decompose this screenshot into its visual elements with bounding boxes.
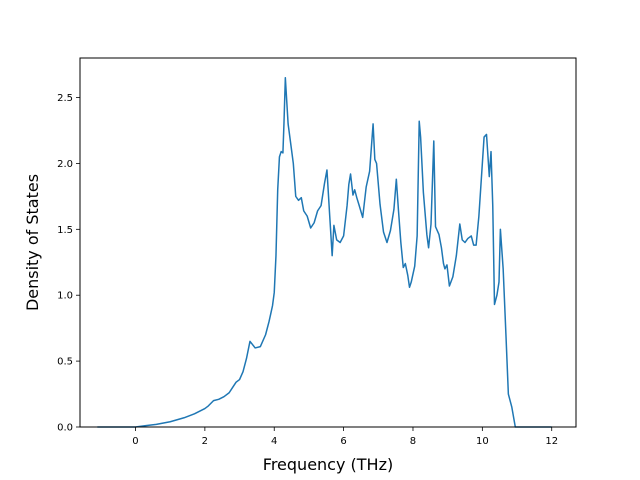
dos-line xyxy=(97,77,552,428)
plot-area xyxy=(97,77,552,428)
y-axis-ticks: 0.0 0.5 1.0 1.5 2.0 2.5 xyxy=(57,93,80,434)
x-tick-label: 10 xyxy=(476,436,489,447)
y-tick-label: 0.0 xyxy=(57,423,73,434)
x-axis-ticks: 0 2 4 6 8 10 12 xyxy=(132,427,558,447)
x-tick-label: 8 xyxy=(410,436,416,447)
y-tick-label: 1.0 xyxy=(57,291,73,302)
x-axis-label: Frequency (THz) xyxy=(263,455,393,474)
axes-frame xyxy=(79,57,577,428)
y-tick-label: 0.5 xyxy=(57,357,73,368)
x-tick-label: 4 xyxy=(271,436,277,447)
y-tick-label: 2.5 xyxy=(57,93,73,104)
y-axis-label: Density of States xyxy=(23,174,42,311)
x-tick-label: 6 xyxy=(340,436,346,447)
x-tick-label: 2 xyxy=(202,436,208,447)
x-tick-label: 0 xyxy=(132,436,138,447)
y-tick-label: 1.5 xyxy=(57,225,73,236)
y-tick-label: 2.0 xyxy=(57,159,73,170)
x-tick-label: 12 xyxy=(545,436,558,447)
